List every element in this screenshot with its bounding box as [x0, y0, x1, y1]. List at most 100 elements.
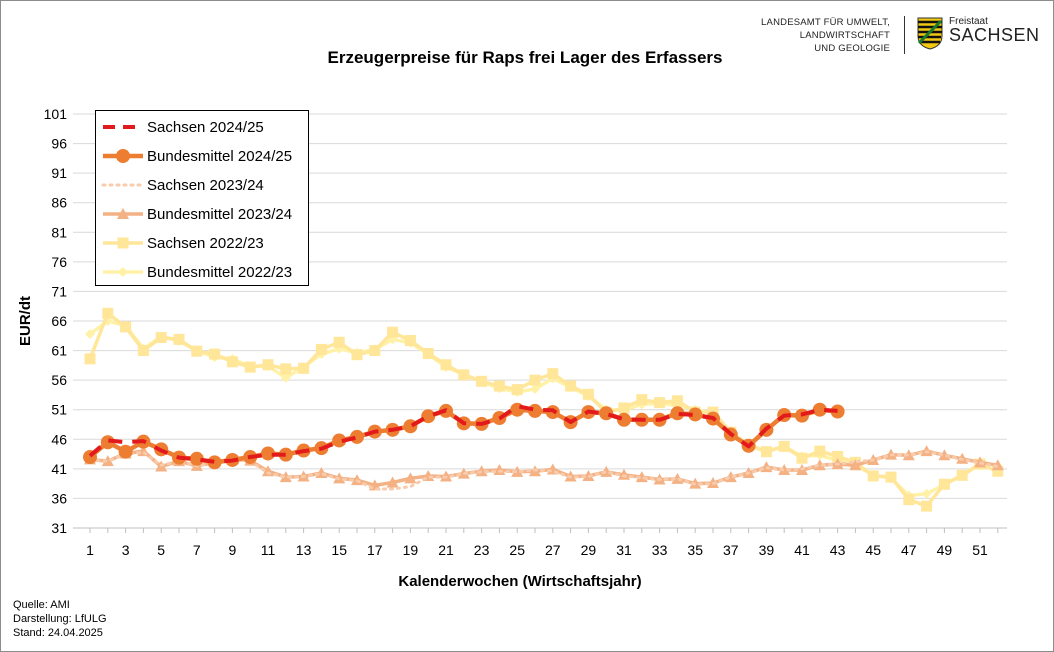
data-point [421, 409, 436, 424]
data-point [279, 471, 292, 483]
x-tick-label: 17 [367, 542, 383, 558]
data-point [671, 395, 683, 407]
data-point [885, 471, 897, 483]
data-point [618, 468, 630, 480]
data-point [654, 397, 666, 409]
data-point [814, 445, 826, 457]
data-point [315, 343, 327, 355]
y-tick-label: 101 [44, 106, 68, 122]
series-line [88, 311, 999, 508]
data-point [832, 450, 844, 462]
x-tick-label: 29 [581, 542, 597, 558]
x-tick-label: 51 [972, 542, 988, 558]
y-tick-label: 71 [51, 283, 67, 299]
data-point [333, 336, 345, 348]
x-tick-label: 45 [865, 542, 881, 558]
x-tick-label: 23 [474, 542, 490, 558]
data-point [458, 369, 470, 381]
data-point [830, 404, 845, 419]
x-tick-label: 41 [794, 542, 810, 558]
series-bundesmittel-2023-24 [84, 445, 1004, 491]
legend-marker [117, 208, 129, 219]
data-point [226, 356, 238, 368]
series-line [88, 404, 838, 464]
legend-item: Bundesmittel 2023/24 [96, 204, 308, 224]
data-point [278, 447, 293, 462]
data-point [209, 348, 221, 360]
legend-item: Sachsen 2023/24 [96, 175, 308, 195]
series-sachsen-2024-25 [88, 404, 838, 464]
data-point [280, 372, 291, 383]
data-point [137, 345, 149, 357]
source-note: Quelle: AMI [13, 599, 70, 611]
legend-label: Sachsen 2024/25 [147, 119, 264, 136]
y-tick-label: 81 [51, 224, 67, 240]
data-point [207, 455, 222, 470]
legend-item: Sachsen 2022/23 [96, 233, 308, 253]
data-point [440, 359, 452, 371]
data-point [493, 380, 505, 392]
data-point [386, 476, 399, 488]
data-point [849, 459, 862, 471]
x-tick-label: 37 [723, 542, 739, 558]
data-point [921, 500, 933, 512]
x-tick-label: 47 [901, 542, 917, 558]
y-tick-label: 56 [51, 372, 67, 388]
saxony-crest-icon [917, 17, 943, 50]
legend-label: Bundesmittel 2023/24 [147, 206, 293, 223]
legend-swatch [103, 208, 143, 219]
lfulg-logo: LANDESAMT FÜR UMWELT, LANDWIRTSCHAFT UND… [760, 14, 1040, 58]
data-point [760, 446, 772, 458]
legend-item: Sachsen 2024/25 [96, 117, 308, 137]
legend-swatch [101, 183, 145, 187]
data-point [511, 465, 524, 477]
data-point [298, 362, 310, 374]
data-point [101, 455, 114, 467]
data-point [189, 451, 204, 466]
data-point [404, 472, 417, 484]
data-point [991, 459, 1004, 471]
legend-marker [116, 149, 130, 163]
x-tick-label: 15 [331, 542, 347, 558]
y-tick-label: 76 [51, 254, 67, 270]
legend-label: Sachsen 2022/23 [147, 235, 264, 252]
data-point [903, 494, 915, 506]
x-tick-label: 27 [545, 542, 561, 558]
credit-note: Darstellung: LfULG [13, 613, 107, 625]
data-point [261, 446, 275, 461]
y-tick-label: 61 [51, 343, 67, 359]
data-point [529, 374, 541, 386]
data-point [956, 469, 968, 481]
legend-marker [117, 237, 129, 249]
data-point [565, 380, 577, 392]
date-note: Stand: 24.04.2025 [13, 627, 103, 639]
data-point [262, 359, 274, 371]
legend-item: Bundesmittel 2022/23 [96, 262, 308, 282]
y-tick-label: 66 [51, 313, 67, 329]
y-tick-label: 96 [51, 136, 67, 152]
data-point [422, 348, 434, 360]
data-point [582, 388, 594, 400]
legend-swatch [103, 149, 143, 163]
data-point [102, 307, 114, 319]
data-point [510, 402, 525, 417]
data-point [120, 321, 132, 333]
y-tick-label: 91 [51, 165, 67, 181]
x-tick-label: 35 [687, 542, 703, 558]
series-line [88, 450, 1000, 491]
x-tick-label: 19 [403, 542, 419, 558]
x-tick-label: 21 [438, 542, 454, 558]
y-tick-label: 86 [51, 195, 67, 211]
legend-label: Bundesmittel 2024/25 [147, 148, 293, 165]
data-point [670, 406, 685, 421]
x-tick-label: 43 [830, 542, 846, 558]
legend-swatch [103, 125, 143, 129]
data-point [100, 435, 115, 450]
legend-label: Bundesmittel 2022/23 [147, 264, 293, 281]
data-point [547, 368, 559, 380]
x-tick-label: 33 [652, 542, 668, 558]
axes [73, 527, 1007, 533]
data-point [244, 361, 256, 373]
